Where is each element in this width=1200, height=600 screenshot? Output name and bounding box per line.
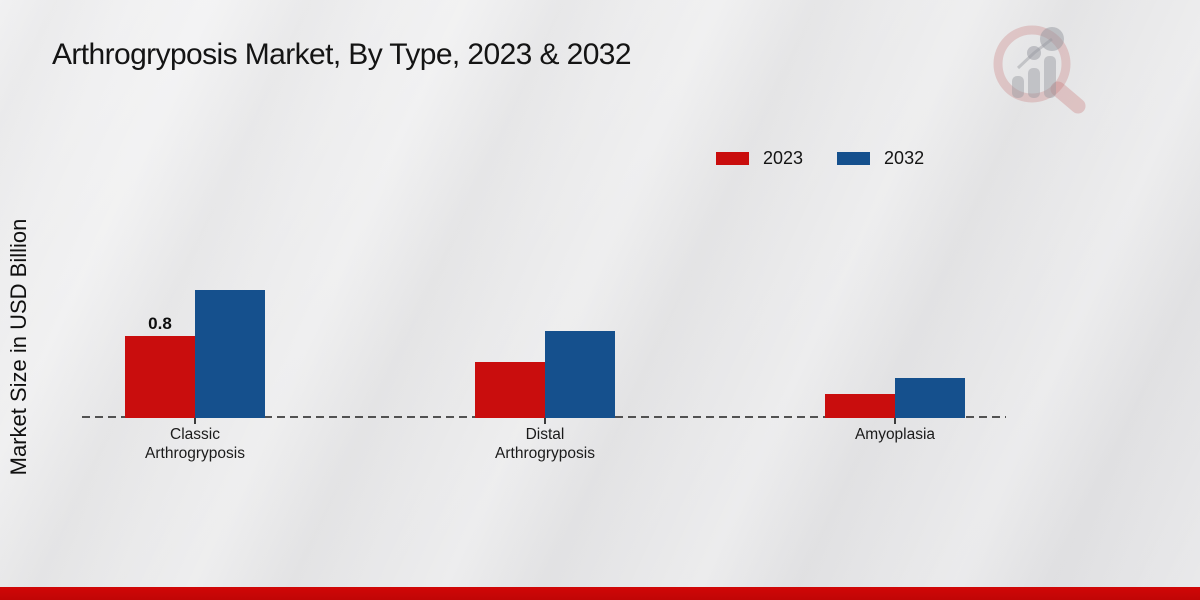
bar-2032-classic-arthrogryposis <box>195 290 265 418</box>
x-axis-tick <box>194 418 196 424</box>
x-category-label: Amyoplasia <box>854 426 936 443</box>
legend: 2023 2032 <box>716 148 924 169</box>
x-axis-tick <box>894 418 896 424</box>
legend-swatch-2032 <box>837 152 871 165</box>
bar-2023-amyoplasia <box>825 394 895 418</box>
bar-value-label: 0.8 <box>148 314 172 333</box>
bar-2023-distal-arthrogryposis <box>475 362 545 418</box>
legend-swatch-2023 <box>716 152 749 165</box>
legend-item-2032: 2032 <box>837 148 924 169</box>
legend-item-2023: 2023 <box>716 148 803 169</box>
chart-title: Arthrogryposis Market, By Type, 2023 & 2… <box>52 38 632 71</box>
bar-2023-classic-arthrogryposis <box>125 336 195 418</box>
bar-2032-distal-arthrogryposis <box>545 331 615 418</box>
footer-band <box>0 587 1200 600</box>
x-axis-tick <box>544 418 546 424</box>
legend-label-2023: 2023 <box>763 148 804 168</box>
bar-chart-magnifier-logo <box>993 25 1086 114</box>
legend-label-2032: 2032 <box>884 148 925 168</box>
x-category-label: Classic Arthrogryposis <box>145 426 245 462</box>
bar-2032-amyoplasia <box>895 378 965 418</box>
x-category-label: Distal Arthrogryposis <box>495 426 595 462</box>
